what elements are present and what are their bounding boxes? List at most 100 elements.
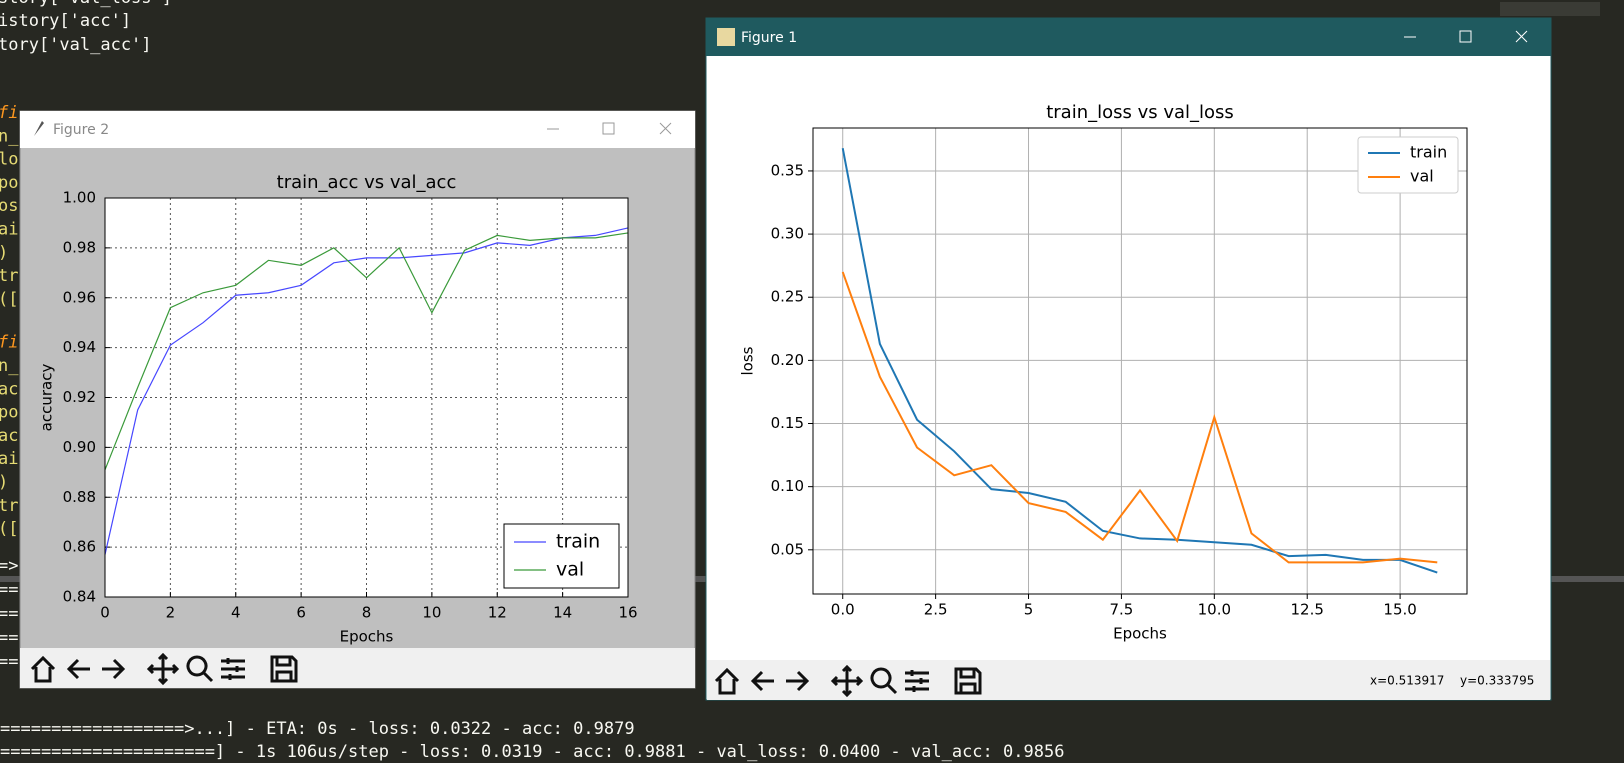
code-line: istory['acc'] — [0, 11, 131, 31]
status-y: y=0.333795 — [1460, 674, 1534, 688]
forward-icon — [786, 670, 810, 692]
home-icon — [30, 655, 56, 683]
terminal-fragment: == — [0, 652, 18, 672]
x-tick-label: 4 — [231, 604, 241, 622]
y-tick-label: 0.15 — [771, 414, 804, 432]
toolbar-button[interactable] — [750, 670, 774, 692]
series-line — [841, 271, 1438, 564]
x-tick-label: 8 — [362, 604, 372, 622]
close-button[interactable] — [659, 122, 672, 135]
legend-box — [503, 523, 620, 589]
toolbar-button[interactable] — [786, 670, 810, 692]
x-tick-label: 12.5 — [1291, 601, 1324, 619]
plot-area — [813, 128, 1467, 594]
y-tick-label: 0.94 — [63, 338, 96, 356]
y-axis-label: loss — [739, 346, 757, 375]
toolbar-button[interactable] — [221, 658, 245, 680]
code-fragment: fi — [0, 103, 18, 123]
toolbar-button[interactable] — [66, 658, 90, 680]
toolbar-button[interactable] — [186, 655, 214, 683]
toolbar — [20, 648, 695, 688]
window-title: Figure 2 — [53, 122, 109, 138]
code-fragment: ac — [0, 426, 18, 446]
code-fragment: ) — [0, 473, 8, 493]
code-fragment: ) — [0, 243, 8, 263]
toolbar-button[interactable] — [30, 655, 56, 683]
code-fragment: ac — [0, 379, 18, 399]
y-tick-label: 0.84 — [63, 588, 96, 606]
code-fragment: os — [0, 196, 18, 216]
terminal-fragment: == — [0, 604, 18, 624]
legend-label: train — [556, 531, 600, 553]
toolbar-button[interactable] — [102, 658, 126, 680]
y-tick-label: 0.30 — [771, 225, 804, 243]
toolbar-button[interactable] — [146, 652, 180, 686]
title-bar — [706, 18, 1551, 56]
code-fragment: ([ — [0, 519, 18, 539]
axes-frame — [812, 127, 1468, 595]
code-fragment: ([ — [0, 289, 18, 309]
chart-title: train_acc vs val_acc — [277, 172, 457, 193]
toolbar-button[interactable] — [905, 670, 929, 692]
pan-icon — [146, 652, 180, 686]
home-icon — [714, 667, 740, 695]
x-tick-label: 15.0 — [1383, 601, 1416, 619]
code-fragment: tr — [0, 496, 18, 516]
app-icon — [34, 121, 44, 136]
x-tick-label: 0.0 — [831, 601, 855, 619]
x-tick-label: 16 — [618, 604, 637, 622]
x-tick-label: 7.5 — [1109, 601, 1133, 619]
y-tick-label: 0.25 — [771, 288, 804, 306]
back-icon — [750, 670, 774, 692]
legend-label: val — [1410, 167, 1434, 186]
code-fragment: tr — [0, 266, 18, 286]
series-line — [104, 227, 629, 555]
y-tick-label: 0.20 — [771, 351, 804, 369]
zoom-icon — [870, 667, 898, 695]
maximize-button[interactable] — [1459, 30, 1472, 43]
title-bar — [20, 111, 695, 148]
x-tick-label: 10 — [422, 604, 441, 622]
terminal-line: =====================] - 1s 106us/step -… — [0, 742, 1064, 762]
y-tick-label: 0.05 — [771, 540, 804, 558]
y-tick-label: 0.10 — [771, 477, 804, 495]
y-tick-label: 0.92 — [63, 388, 96, 406]
terminal-fragment: == — [0, 628, 18, 648]
y-tick-label: 1.00 — [63, 189, 96, 207]
code-fragment: fi — [0, 333, 18, 353]
x-tick-label: 0 — [100, 604, 110, 622]
legend-box — [1357, 136, 1459, 194]
close-button[interactable] — [1515, 30, 1528, 43]
toolbar-button[interactable] — [870, 667, 898, 695]
forward-icon — [102, 658, 126, 680]
legend-label: val — [556, 559, 584, 581]
series-line — [841, 148, 1438, 574]
x-tick-label: 2.5 — [924, 601, 948, 619]
terminal-fragment: == — [0, 580, 18, 600]
code-fragment: lo — [0, 150, 18, 170]
toolbar-button[interactable] — [954, 667, 982, 695]
axes-frame — [104, 197, 629, 598]
x-tick-label: 12 — [488, 604, 507, 622]
y-axis-label: accuracy — [38, 364, 56, 432]
code-fragment: ai — [0, 449, 18, 469]
config-icon — [905, 670, 929, 692]
minimap — [1500, 2, 1600, 16]
maximize-button[interactable] — [602, 122, 615, 135]
y-tick-label: 0.35 — [771, 161, 804, 179]
code-line: tory['val_acc'] — [0, 35, 152, 55]
status-x: x=0.513917 — [1370, 674, 1444, 688]
x-tick-label: 5 — [1024, 601, 1034, 619]
toolbar-button[interactable] — [270, 655, 298, 683]
window-title: Figure 1 — [741, 30, 797, 46]
x-axis-label: Epochs — [340, 628, 394, 646]
toolbar-button[interactable] — [830, 664, 864, 698]
terminal-line: ==================>...] - ETA: 0s - loss… — [0, 719, 635, 739]
code-fragment: po — [0, 173, 18, 193]
legend-label: train — [1410, 143, 1447, 162]
code-fragment: n_ — [0, 356, 19, 376]
zoom-icon — [186, 655, 214, 683]
x-tick-label: 6 — [296, 604, 306, 622]
toolbar-button[interactable] — [714, 667, 740, 695]
y-tick-label: 0.90 — [63, 438, 96, 456]
